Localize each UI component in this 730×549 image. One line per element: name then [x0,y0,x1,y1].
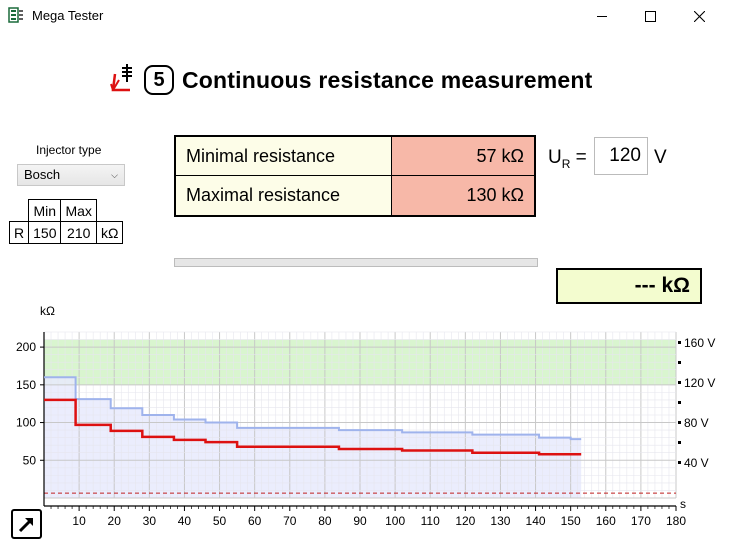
x-tick-label: 150 [561,514,581,528]
x-tick-label: 160 [596,514,616,528]
x-tick-label: 120 [455,514,475,528]
max-resistance-value: 130 kΩ [392,176,534,215]
right-axis-tick [678,381,681,384]
table-cell: 150 [28,221,62,244]
voltage-label: UR = [548,147,587,171]
close-icon [693,10,705,22]
right-axis-label: 160 V [684,336,715,350]
right-axis-tick [678,401,681,404]
maximize-button[interactable] [627,0,673,32]
x-tick-label: 30 [143,514,157,528]
right-axis-tick [678,341,681,344]
voltage-label-sub: R [561,156,571,171]
right-axis-label: 80 V [684,416,709,430]
window-title: Mega Tester [32,8,104,23]
x-tick-label: 20 [108,514,122,528]
voltage-input[interactable]: 120 [594,137,648,175]
x-tick-label: 140 [526,514,546,528]
table-header-cell: Min [28,199,62,222]
y-axis-label: kΩ [40,304,55,318]
min-resistance-label: Minimal resistance [176,137,392,176]
page-title: Continuous resistance measurement [182,66,593,93]
x-tick-label: 180 [666,514,686,528]
voltage-unit: V [654,147,667,168]
right-axis-tick [678,421,681,424]
x-tick-label: 70 [283,514,297,528]
voltage-label-main: U [548,147,562,168]
table-cell: 210 [60,221,97,244]
injector-type-select[interactable]: Bosch ⌵ [17,164,125,186]
measurement-progress-bar [174,258,538,267]
y-tick-label: 150 [16,378,36,392]
right-axis-tick [678,461,681,464]
injector-type-value: Bosch [24,167,61,182]
minimize-button[interactable] [579,0,625,32]
x-tick-label: 130 [490,514,510,528]
table-cell: kΩ [95,221,124,244]
injector-type-label: Injector type [36,143,102,157]
page-heading: 5 Continuous resistance measurement [108,60,593,100]
x-tick-label: 40 [178,514,192,528]
minimize-icon [597,15,607,17]
step-number-badge: 5 [144,65,174,95]
x-tick-label: 100 [385,514,405,528]
x-tick-label: 60 [248,514,262,528]
expand-chart-button[interactable] [11,509,42,539]
chevron-down-icon: ⌵ [111,170,118,180]
table-header-cell: Max [60,199,97,222]
y-tick-label: 50 [23,453,37,467]
close-button[interactable] [676,0,722,32]
table-header-cell [9,199,30,222]
x-tick-label: 50 [213,514,227,528]
min-resistance-value: 57 kΩ [392,137,534,176]
app-icon [8,7,23,23]
resistance-limits-table: Min Max R 150 210 kΩ [8,199,124,244]
resistance-results: Minimal resistance 57 kΩ Maximal resista… [174,135,536,217]
right-axis-label: 40 V [684,456,709,470]
live-resistance-reading: --- kΩ [556,268,702,304]
x-tick-label: 110 [421,514,440,528]
table-row: R 150 210 kΩ [8,221,124,244]
y-tick-label: 200 [16,340,36,354]
resistance-chart: kΩ 200 150 100 50 10 20 30 40 50 60 70 80 90 100 110 120… [16,304,715,528]
x-tick-label: 10 [72,514,86,528]
x-tick-label: 90 [353,514,367,528]
title-bar: Mega Tester [0,0,730,32]
right-axis-tick [678,361,681,364]
maximize-icon [644,10,656,22]
x-tick-label: 170 [631,514,651,528]
x-axis-unit: s [680,497,686,511]
min-resistance-series [44,398,582,456]
right-axis-label: 120 V [684,376,715,390]
arrow-diagonal-icon [18,517,33,533]
table-header-row: Min Max [9,199,123,222]
right-axis-tick [678,441,681,444]
voltage-label-equals: = [570,147,587,168]
table-header-cell [95,199,123,222]
table-cell: R [8,221,30,244]
max-resistance-label: Maximal resistance [176,176,392,215]
x-tick-label: 80 [318,514,332,528]
max-resistance-series [44,376,582,441]
y-tick-label: 100 [16,416,36,430]
injector-ohm-icon [110,64,132,92]
